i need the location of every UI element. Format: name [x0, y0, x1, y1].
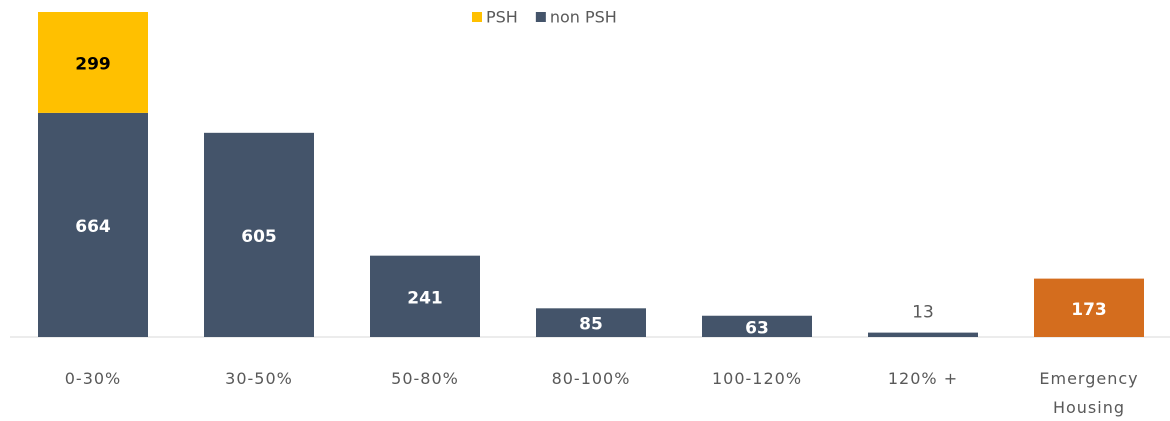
data-label: 664 [75, 217, 111, 237]
bar-segment [204, 132, 314, 337]
x-tick-label: 80-100% [551, 369, 631, 388]
data-label: 13 [912, 303, 934, 323]
data-label: 63 [745, 318, 769, 338]
x-tick-label: 30-50% [225, 369, 293, 388]
bar-segment [38, 112, 148, 337]
x-tick-label: 50-80% [391, 369, 459, 388]
bar-segment [868, 332, 978, 337]
bar-segment [38, 12, 148, 113]
x-tick-label: Emergency Housing [1039, 369, 1139, 417]
x-tick-label: 120% + [887, 369, 959, 388]
legend-swatch [472, 12, 482, 22]
x-tick-label: 0-30% [64, 369, 122, 388]
data-label: 173 [1071, 300, 1107, 320]
bar-segment [1034, 278, 1144, 337]
x-tick-label: 100-120% [711, 369, 803, 388]
legend-label: PSH [486, 8, 518, 27]
data-label: 241 [407, 288, 443, 308]
legend-swatch [535, 12, 546, 22]
bar-segment [370, 255, 480, 337]
legend-label: non PSH [550, 8, 617, 27]
data-label: 299 [75, 54, 111, 74]
bar-segment [536, 308, 646, 337]
bar-segment [702, 315, 812, 337]
data-label: 85 [579, 315, 603, 335]
data-label: 605 [241, 227, 277, 247]
